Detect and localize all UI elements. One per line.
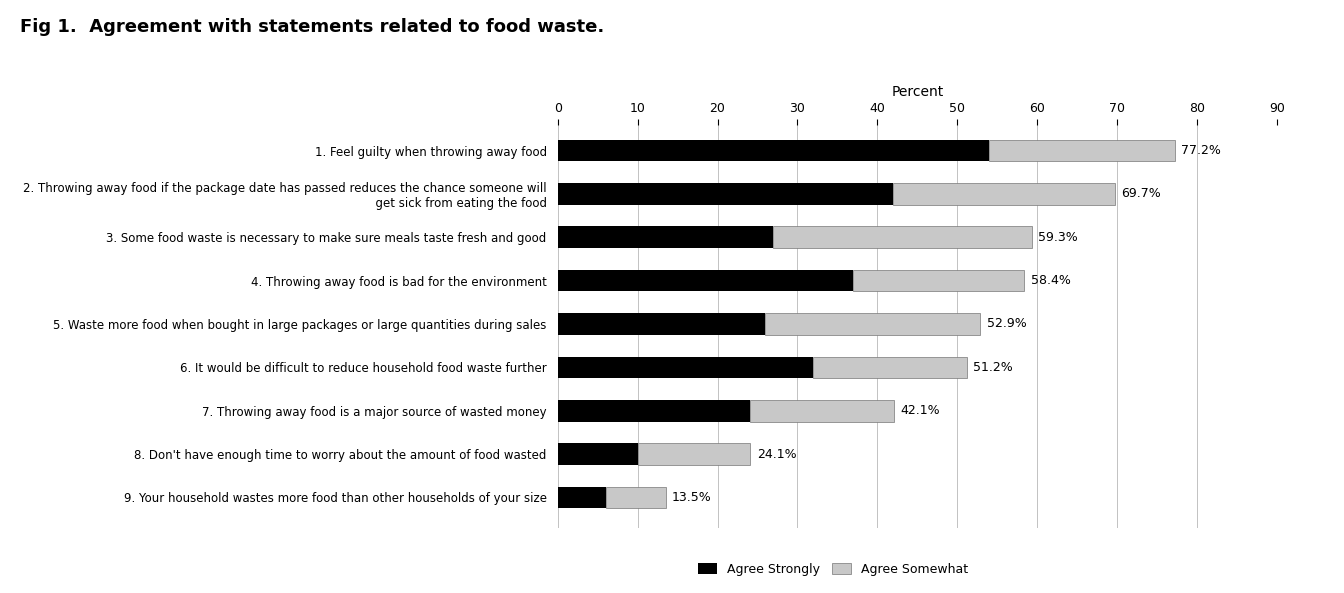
Text: 69.7%: 69.7% bbox=[1121, 187, 1161, 200]
Text: 58.4%: 58.4% bbox=[1031, 274, 1071, 287]
Bar bbox=[558, 443, 637, 465]
Bar bbox=[558, 227, 773, 248]
Text: 77.2%: 77.2% bbox=[1181, 144, 1220, 157]
Text: 42.1%: 42.1% bbox=[900, 404, 939, 417]
Bar bbox=[989, 140, 1175, 161]
Bar bbox=[558, 270, 853, 292]
Bar bbox=[773, 227, 1032, 248]
Bar bbox=[558, 356, 813, 378]
Bar bbox=[606, 487, 665, 508]
Text: 59.3%: 59.3% bbox=[1038, 231, 1078, 244]
Bar bbox=[894, 183, 1114, 205]
X-axis label: Percent: Percent bbox=[891, 85, 943, 99]
Text: 13.5%: 13.5% bbox=[672, 491, 712, 504]
Bar bbox=[558, 400, 750, 422]
Bar bbox=[558, 140, 989, 161]
Bar bbox=[558, 183, 894, 205]
Bar bbox=[813, 356, 966, 378]
Bar bbox=[766, 313, 980, 335]
Text: 52.9%: 52.9% bbox=[986, 317, 1027, 330]
Text: 51.2%: 51.2% bbox=[973, 361, 1013, 374]
Bar bbox=[853, 270, 1024, 292]
Bar bbox=[558, 313, 766, 335]
Bar bbox=[637, 443, 750, 465]
Bar bbox=[558, 487, 606, 508]
Bar bbox=[750, 400, 894, 422]
Text: Fig 1.  Agreement with statements related to food waste.: Fig 1. Agreement with statements related… bbox=[20, 18, 605, 36]
Text: 24.1%: 24.1% bbox=[757, 448, 796, 461]
Legend: Agree Strongly, Agree Somewhat: Agree Strongly, Agree Somewhat bbox=[694, 558, 973, 581]
